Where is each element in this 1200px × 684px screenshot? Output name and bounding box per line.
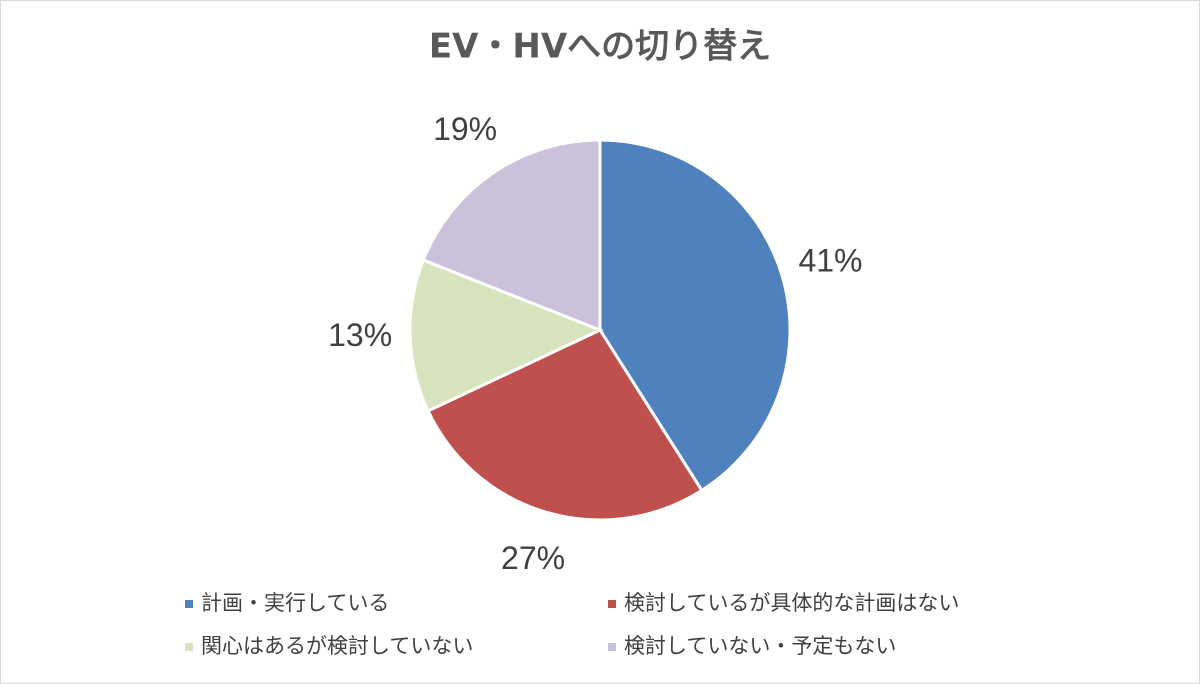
legend-label: 検討していない・予定もない [624, 634, 896, 658]
legend-marker [608, 600, 616, 608]
legend-label: 計画・実行している [201, 591, 389, 615]
legend-marker [185, 600, 193, 608]
pie-slice [426, 328, 704, 522]
chart-title: EV・HVへの切り替え [429, 27, 771, 67]
legend-label: 関心はあるが検討していない [201, 634, 473, 658]
legend-marker [608, 643, 616, 651]
value-label: 19% [433, 111, 497, 147]
value-label: 41% [798, 242, 862, 278]
pie-slice [408, 258, 604, 413]
value-label: 13% [328, 317, 392, 353]
legend-marker [185, 643, 193, 651]
legend-label: 検討しているが具体的な計画はない [624, 591, 959, 615]
pie-slice [421, 138, 602, 333]
value-label: 27% [501, 540, 565, 576]
